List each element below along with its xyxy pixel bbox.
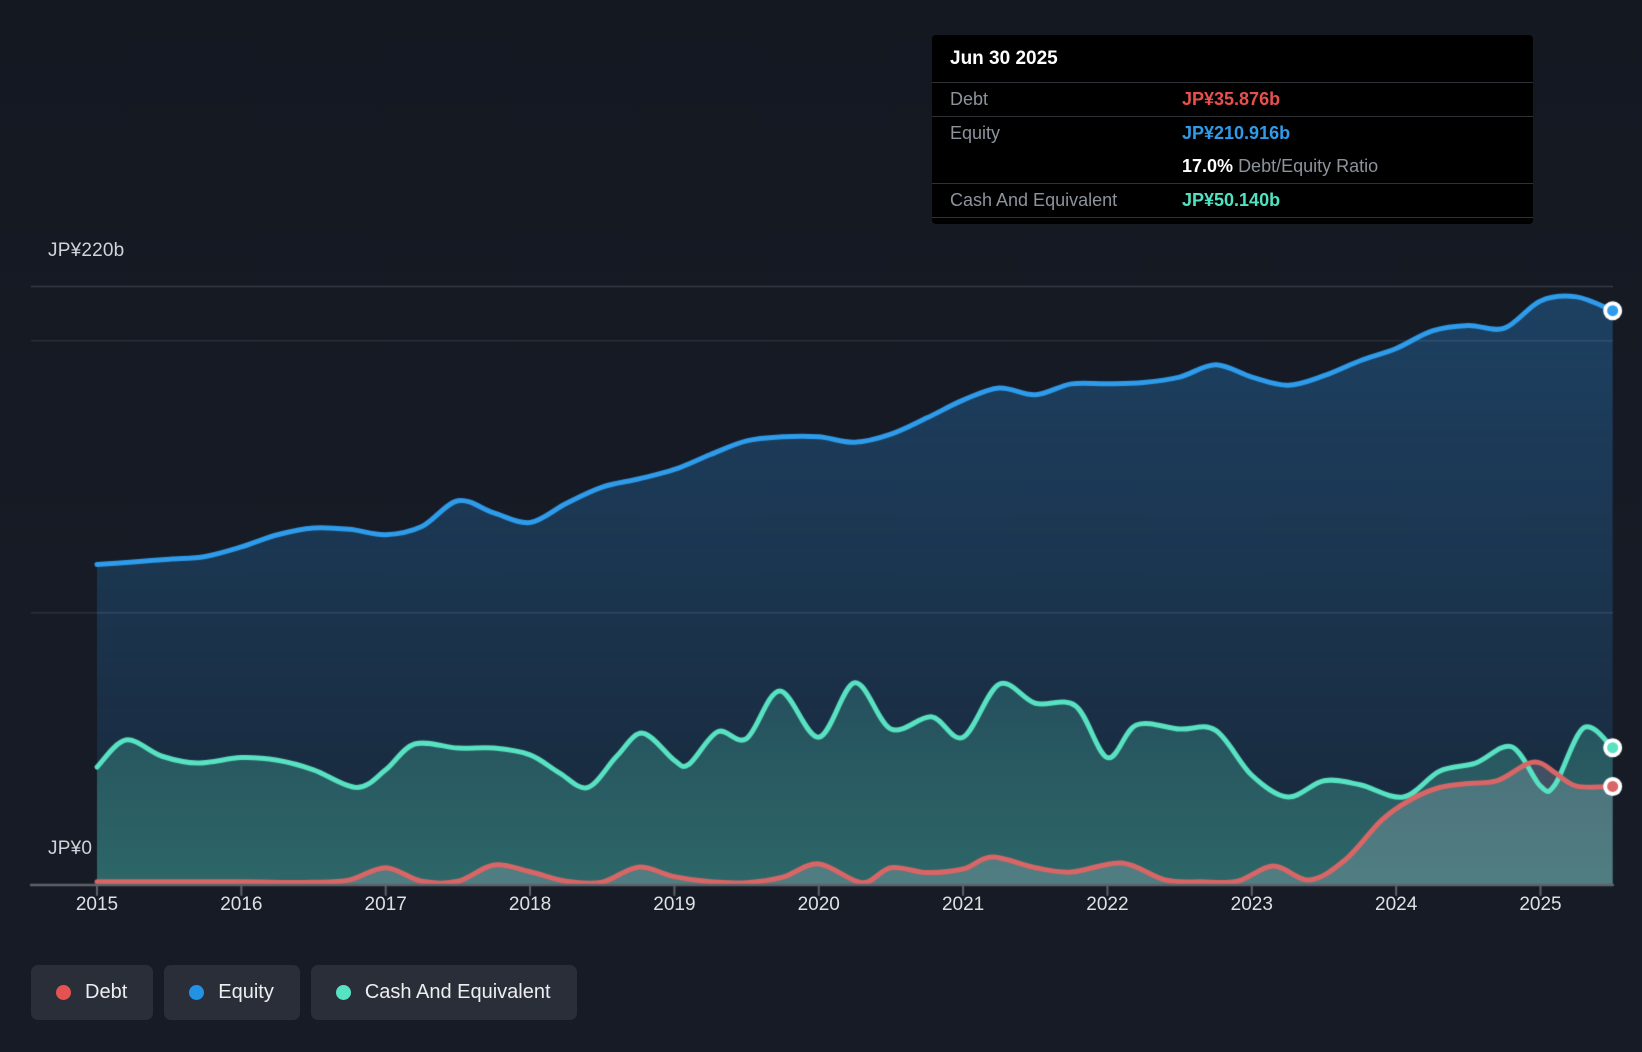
- tooltip-debt-value: JP¥35.876b: [1182, 89, 1281, 109]
- x-axis-label-2023: 2023: [1230, 894, 1273, 915]
- y-axis-zero-label: JP¥0: [48, 838, 93, 859]
- legend-equity-label: Equity: [218, 981, 274, 1003]
- legend-item-equity[interactable]: Equity: [164, 965, 300, 1020]
- cash-dot-icon: [335, 985, 351, 1000]
- tooltip-ratio-value: 17.0%: [1182, 156, 1234, 176]
- tooltip-equity-label: Equity: [950, 123, 1001, 143]
- legend-item-cash[interactable]: Cash And Equivalent: [310, 965, 577, 1020]
- legend-debt-label: Debt: [85, 981, 128, 1003]
- equity-dot-icon: [189, 985, 205, 1000]
- x-axis-label-2019: 2019: [653, 894, 696, 915]
- x-axis-label-2016: 2016: [220, 894, 263, 915]
- tooltip-row-equity: Equity JP¥210.916b: [932, 117, 1533, 150]
- x-axis-label-2024: 2024: [1375, 894, 1418, 915]
- x-axis-label-2015: 2015: [75, 894, 119, 915]
- x-axis-label-2022: 2022: [1086, 894, 1129, 915]
- tooltip-cash-label: Cash And Equivalent: [950, 190, 1118, 210]
- x-axis-label-2025: 2025: [1519, 894, 1562, 915]
- legend-item-debt[interactable]: Debt: [31, 965, 154, 1020]
- tooltip-cash-value: JP¥50.140b: [1182, 190, 1281, 210]
- x-axis-label-2017: 2017: [364, 894, 407, 915]
- tooltip-equity-value: JP¥210.916b: [1182, 123, 1291, 143]
- tooltip-ratio: 17.0% Debt/Equity Ratio: [1182, 150, 1378, 183]
- legend-cash-label: Cash And Equivalent: [364, 981, 551, 1003]
- chart-tooltip: Jun 30 2025 Debt JP¥35.876b Equity JP¥21…: [932, 35, 1533, 224]
- x-axis-label-2018: 2018: [508, 894, 552, 915]
- tooltip-ratio-label: Debt/Equity Ratio: [1238, 156, 1379, 176]
- tooltip-row-ratio: 17.0% Debt/Equity Ratio: [932, 150, 1533, 184]
- debt-dot-icon: [56, 985, 71, 1000]
- x-axis-label-2021: 2021: [941, 894, 985, 915]
- y-axis-max-label: JP¥220b: [48, 240, 125, 261]
- tooltip-row-debt: Debt JP¥35.876b: [932, 83, 1533, 117]
- x-axis-label-2020: 2020: [797, 894, 840, 915]
- tooltip-row-cash: Cash And Equivalent JP¥50.140b: [932, 184, 1533, 218]
- tooltip-date: Jun 30 2025: [932, 35, 1533, 83]
- chart-legend: Debt Equity Cash And Equivalent: [31, 965, 577, 1020]
- tooltip-debt-label: Debt: [950, 89, 989, 109]
